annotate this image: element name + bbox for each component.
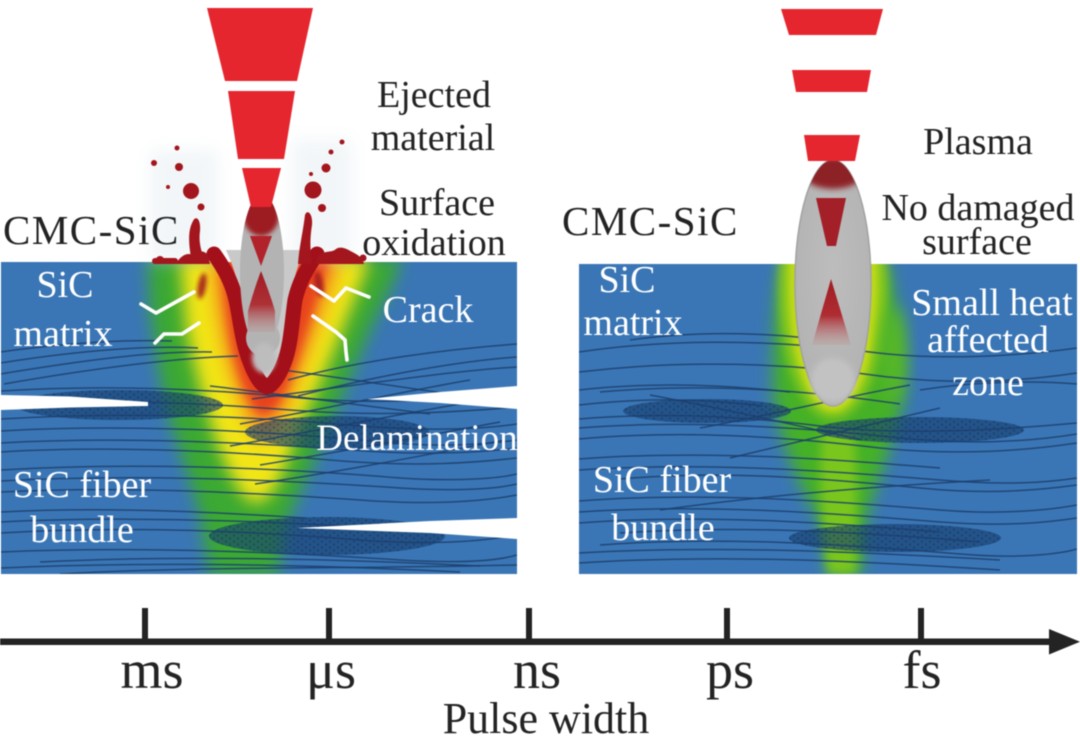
svg-text:affected: affected	[927, 319, 1049, 361]
svg-text:Plasma: Plasma	[923, 121, 1033, 163]
svg-text:oxidation: oxidation	[362, 222, 506, 264]
svg-text:μs: μs	[306, 640, 356, 700]
svg-text:Surface: Surface	[379, 182, 495, 224]
svg-text:zone: zone	[952, 362, 1024, 404]
svg-text:SiC fiber: SiC fiber	[13, 464, 152, 506]
svg-text:SiC fiber: SiC fiber	[593, 459, 732, 501]
svg-text:SiC: SiC	[598, 259, 655, 301]
svg-text:surface: surface	[922, 221, 1032, 263]
svg-text:material: material	[371, 117, 495, 159]
svg-text:ms: ms	[120, 640, 183, 700]
svg-text:Ejected: Ejected	[377, 74, 491, 116]
svg-text:bundle: bundle	[30, 509, 133, 551]
svg-text:ns: ns	[513, 640, 561, 700]
svg-text:Pulse width: Pulse width	[443, 694, 650, 741]
svg-text:Delamination: Delamination	[316, 418, 517, 459]
svg-text:Small heat: Small heat	[911, 282, 1073, 324]
svg-text:CMC-SiC: CMC-SiC	[3, 207, 180, 253]
svg-text:bundle: bundle	[611, 507, 714, 549]
svg-text:fs: fs	[903, 640, 942, 700]
svg-text:CMC-SiC: CMC-SiC	[562, 198, 739, 244]
svg-text:SiC: SiC	[36, 264, 93, 306]
svg-text:Crack: Crack	[383, 289, 474, 331]
svg-text:ps: ps	[706, 640, 754, 700]
svg-text:No damaged: No damaged	[881, 187, 1074, 229]
svg-text:matrix: matrix	[13, 313, 112, 355]
svg-text:matrix: matrix	[583, 302, 682, 344]
